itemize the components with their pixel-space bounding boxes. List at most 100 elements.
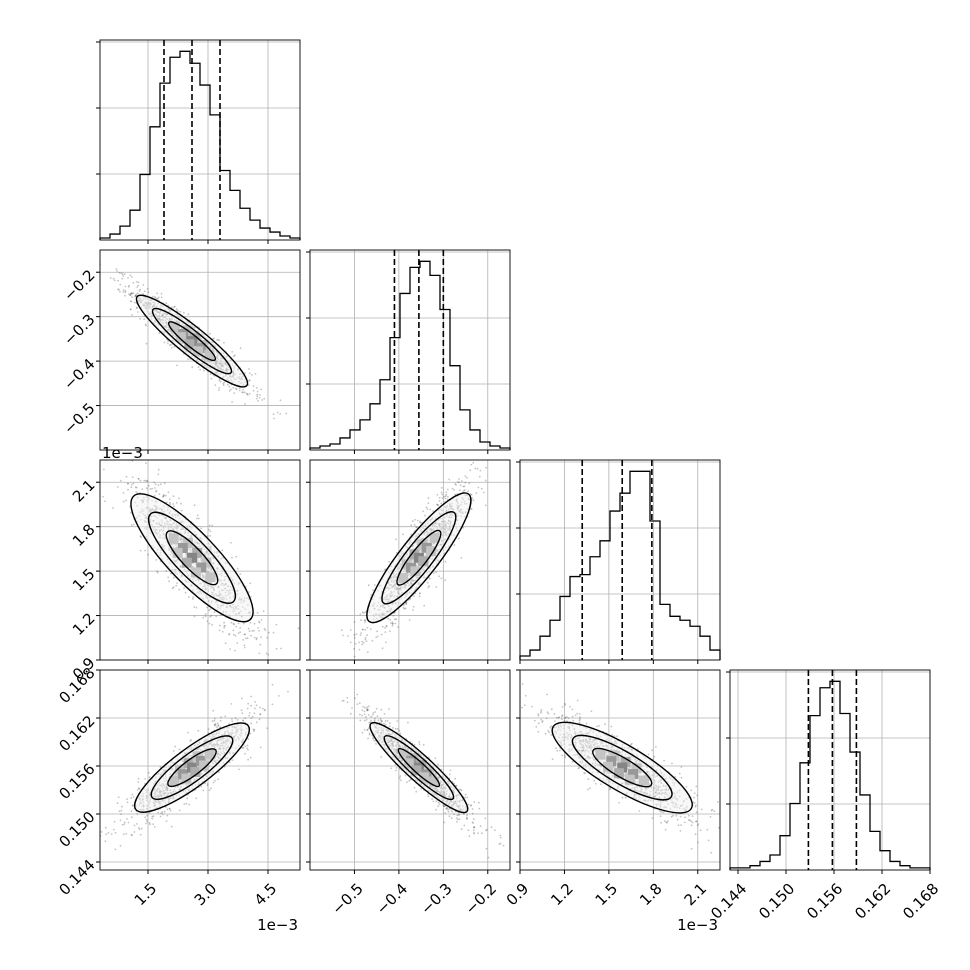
sample-point (118, 271, 121, 274)
sample-point (445, 493, 448, 496)
sample-point (193, 606, 196, 608)
sample-point (256, 611, 259, 614)
sample-point (464, 475, 467, 477)
panel-content (100, 250, 300, 450)
sample-point (154, 487, 156, 489)
sample-point (369, 628, 372, 630)
sample-point (241, 712, 244, 715)
sample-point (132, 523, 135, 526)
sample-point (250, 722, 253, 725)
sample-point (125, 475, 128, 478)
sample-point (193, 504, 196, 507)
sample-point (182, 311, 185, 314)
sample-point (195, 797, 198, 800)
sample-point (135, 281, 138, 283)
sample-point (466, 476, 468, 479)
sample-point (209, 615, 212, 618)
sample-point (208, 609, 211, 612)
sample-point (261, 399, 264, 401)
sample-point (151, 295, 154, 298)
sample-point (138, 828, 141, 831)
sample-point (116, 802, 119, 805)
sample-point (144, 323, 147, 326)
sample-point (200, 785, 203, 788)
sample-point (213, 723, 216, 726)
sample-point (173, 306, 176, 308)
sample-point (166, 814, 169, 817)
sample-point (470, 508, 473, 510)
sample-point (213, 337, 215, 340)
sample-point (354, 642, 357, 645)
sample-point (195, 606, 198, 609)
sample-point (122, 275, 125, 277)
sample-point (444, 560, 447, 563)
sample-point (175, 502, 178, 504)
density-contour (165, 530, 219, 586)
sample-point (144, 549, 147, 552)
sample-point (423, 604, 426, 607)
histogram-step (99, 50, 301, 240)
sample-point (223, 625, 226, 627)
sample-point (248, 379, 251, 381)
sample-point (364, 611, 367, 614)
sample-point (155, 490, 157, 493)
sample-point (124, 289, 127, 292)
sample-point (209, 530, 212, 533)
sample-point (232, 629, 235, 632)
sample-point (376, 630, 378, 633)
sample-point (249, 756, 252, 759)
sample-point (349, 629, 352, 631)
sample-point (248, 714, 251, 717)
axes-frame (309, 459, 511, 661)
sample-point (165, 501, 168, 504)
sample-point (131, 483, 133, 486)
sample-point (130, 816, 133, 818)
sample-point (265, 652, 268, 655)
sample-point (186, 797, 189, 800)
sample-point (405, 601, 408, 604)
sample-point (218, 339, 221, 342)
sample-point (157, 811, 160, 814)
sample-point (459, 484, 462, 487)
sample-point (258, 652, 261, 655)
sample-point (155, 297, 158, 300)
sample-point (126, 482, 129, 485)
sample-point (389, 630, 391, 633)
sample-point (259, 394, 261, 396)
sample-point (256, 387, 258, 389)
sample-point (224, 642, 227, 645)
sample-point (145, 822, 147, 825)
sample-point (157, 473, 160, 476)
sample-point (121, 277, 124, 280)
sample-point (364, 636, 367, 639)
sample-point (436, 503, 438, 506)
sample-point (217, 778, 220, 781)
sample-point (145, 479, 147, 482)
sample-point (242, 388, 245, 391)
sample-point (138, 787, 141, 790)
sample-point (275, 623, 278, 626)
sample-point (153, 826, 156, 828)
sample-point (231, 556, 233, 559)
sample-point (211, 623, 214, 626)
sample-point (255, 704, 258, 707)
sample-point (438, 500, 441, 502)
sample-point (424, 514, 426, 517)
sample-point (164, 806, 167, 808)
sample-point (222, 382, 225, 385)
sample-point (360, 619, 362, 622)
sample-point (436, 503, 439, 506)
sample-point (460, 557, 463, 559)
sample-point (267, 653, 270, 656)
sample-point (358, 648, 361, 651)
sample-point (273, 417, 275, 420)
sample-point (364, 629, 367, 631)
sample-point (247, 627, 250, 630)
sample-point (145, 487, 148, 490)
sample-point (470, 494, 473, 496)
axes-frame (519, 459, 721, 661)
sample-point (114, 832, 117, 834)
sample-point (136, 286, 139, 288)
sample-point (458, 481, 460, 484)
sample-point (132, 292, 135, 294)
